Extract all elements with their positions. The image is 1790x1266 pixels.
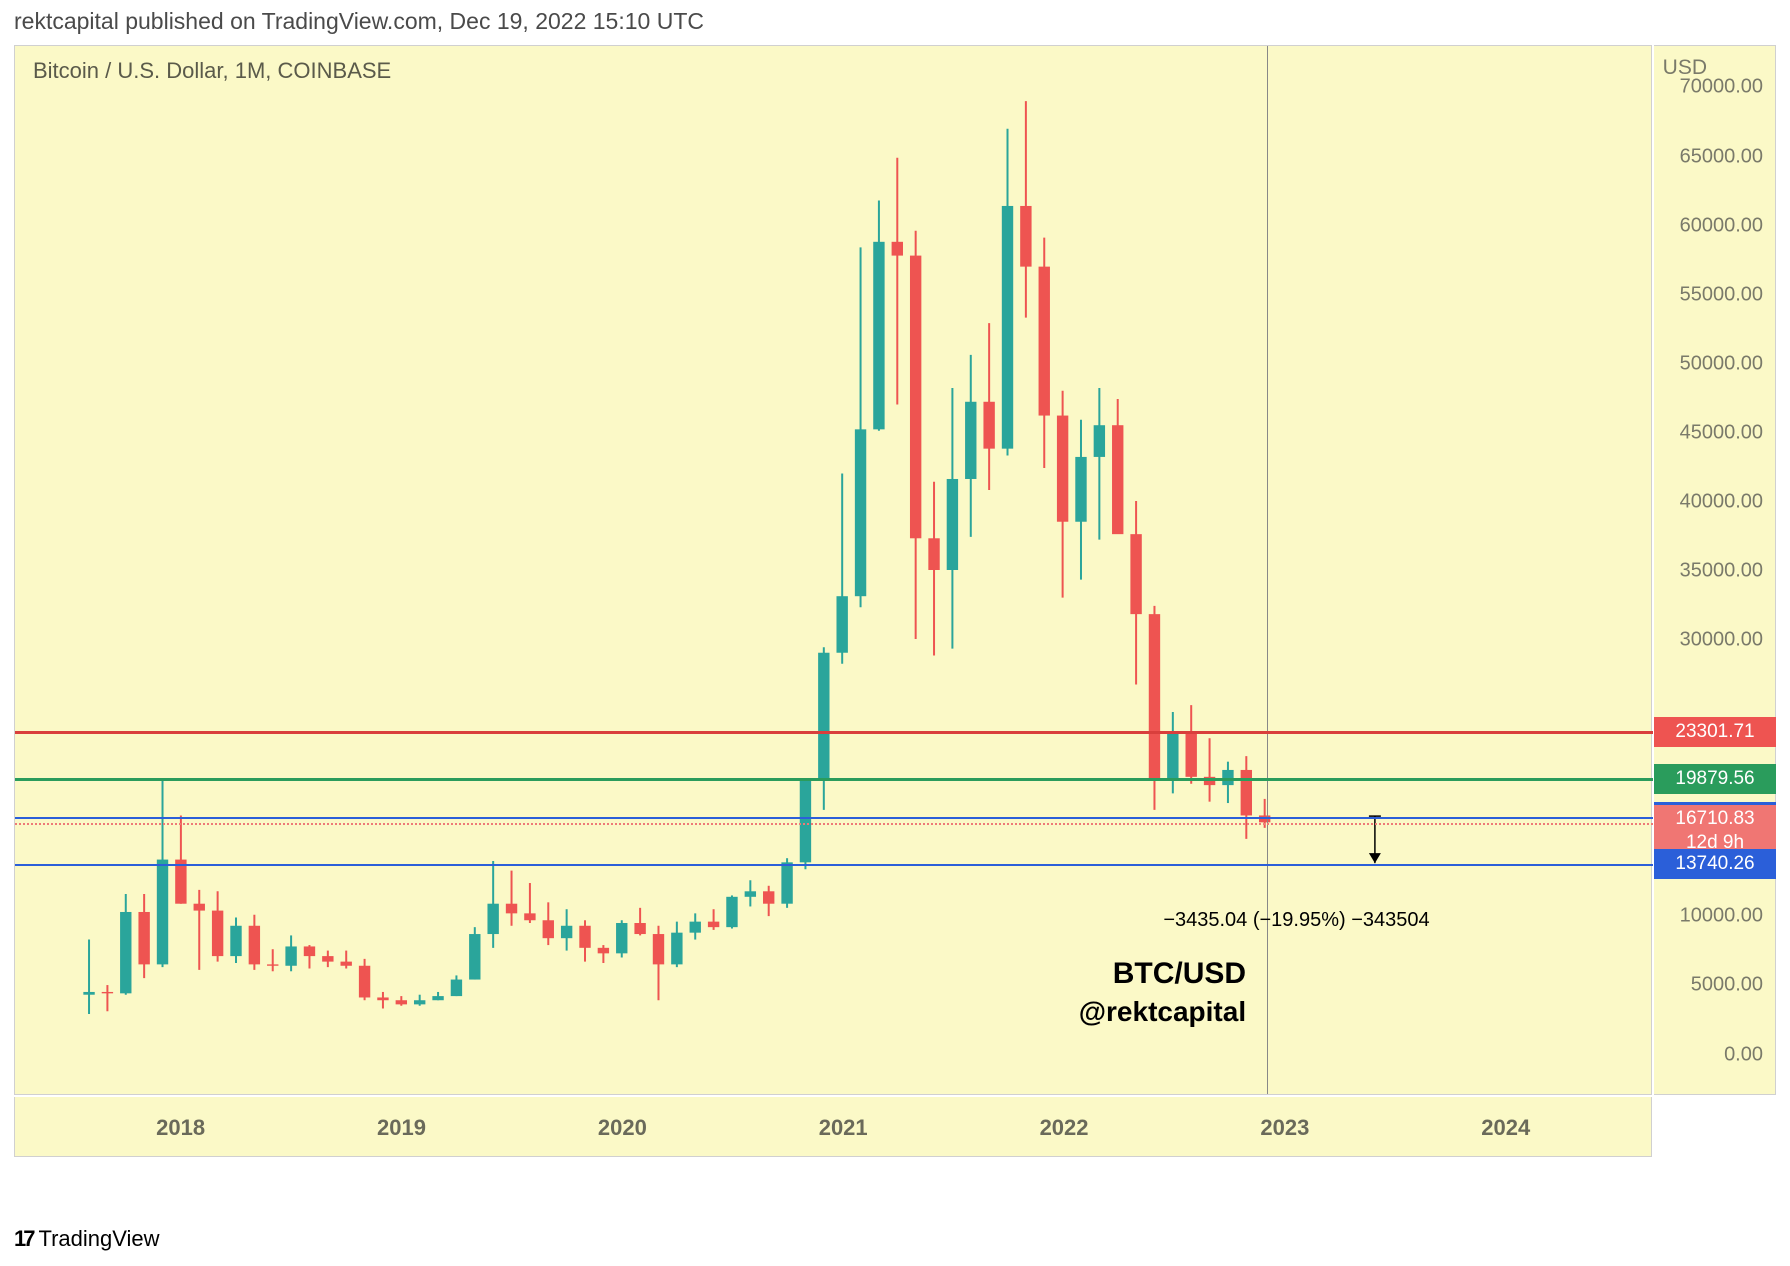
y-tick-label: 30000.00 xyxy=(1680,629,1763,652)
y-tick-label: 40000.00 xyxy=(1680,490,1763,513)
price-tag: 19879.56 xyxy=(1654,764,1776,794)
current-time-line xyxy=(1267,46,1268,1094)
y-tick-label: 50000.00 xyxy=(1680,352,1763,375)
price-axis[interactable]: USD 0.005000.0010000.0030000.0035000.004… xyxy=(1654,45,1776,1095)
y-tick-label: 10000.00 xyxy=(1680,905,1763,928)
price-tag: 23301.71 xyxy=(1654,717,1776,747)
x-tick-label: 2018 xyxy=(156,1115,205,1141)
x-tick-label: 2020 xyxy=(598,1115,647,1141)
horizontal-level-line[interactable] xyxy=(15,817,1653,819)
watermark-text: BTC/USD xyxy=(1113,957,1246,991)
watermark-text: @rektcapital xyxy=(1079,996,1246,1028)
candlestick-chart xyxy=(15,46,1651,1094)
y-tick-label: 55000.00 xyxy=(1680,283,1763,306)
publish-header: rektcapital published on TradingView.com… xyxy=(14,8,704,35)
horizontal-level-line[interactable] xyxy=(15,731,1653,734)
tradingview-logo[interactable]: 17 TradingView xyxy=(14,1226,160,1252)
horizontal-level-line[interactable] xyxy=(15,823,1653,825)
y-tick-label: 65000.00 xyxy=(1680,145,1763,168)
horizontal-level-line[interactable] xyxy=(15,864,1653,866)
price-tag: 13740.26 xyxy=(1654,849,1776,879)
measure-text: −3435.04 (−19.95%) −343504 xyxy=(1163,909,1429,932)
time-axis[interactable]: 2018 2019 2020 2021 2022 2023 2024 xyxy=(14,1097,1652,1157)
y-tick-label: 0.00 xyxy=(1724,1043,1763,1066)
x-tick-label: 2024 xyxy=(1481,1115,1530,1141)
y-tick-label: 35000.00 xyxy=(1680,560,1763,583)
y-tick-label: 5000.00 xyxy=(1691,974,1763,997)
y-tick-label: 70000.00 xyxy=(1680,76,1763,99)
x-tick-label: 2021 xyxy=(819,1115,868,1141)
x-tick-label: 2019 xyxy=(377,1115,426,1141)
horizontal-level-line[interactable] xyxy=(15,778,1653,781)
chart-plot-area[interactable]: Bitcoin / U.S. Dollar, 1M, COINBASE −343… xyxy=(14,45,1652,1095)
chart-container: Bitcoin / U.S. Dollar, 1M, COINBASE −343… xyxy=(14,45,1776,1165)
y-tick-label: 60000.00 xyxy=(1680,214,1763,237)
x-tick-label: 2022 xyxy=(1040,1115,1089,1141)
y-tick-label: 45000.00 xyxy=(1680,421,1763,444)
brand-text: TradingView xyxy=(38,1226,159,1252)
x-tick-label: 2023 xyxy=(1260,1115,1309,1141)
tv-icon: 17 xyxy=(14,1226,32,1252)
